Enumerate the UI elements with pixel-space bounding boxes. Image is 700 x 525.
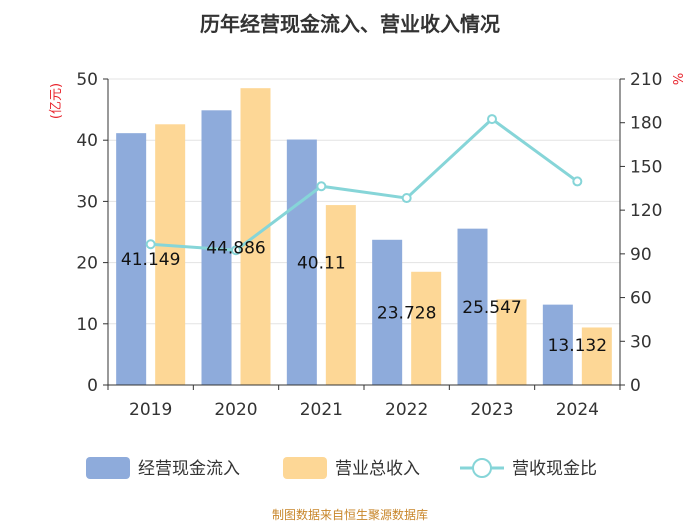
ratio-line xyxy=(150,117,579,252)
ratio-point xyxy=(401,193,412,204)
data-label: 44.886 xyxy=(206,239,265,259)
bar-revenue xyxy=(581,327,612,385)
right-tick-label: 30 xyxy=(630,332,652,352)
ratio-point xyxy=(487,114,497,125)
x-tick-label: 2024 xyxy=(556,400,599,420)
left-tick-label: 50 xyxy=(76,70,98,90)
ratio-point xyxy=(316,181,327,192)
x-tick-label: 2019 xyxy=(129,400,172,420)
bar-cash-inflow xyxy=(116,133,147,385)
chart-title: 历年经营现金流入、营业收入情况 xyxy=(200,12,500,36)
right-axis-unit: % xyxy=(672,73,687,85)
left-axis-unit: (亿元) xyxy=(49,83,64,119)
bar-revenue xyxy=(155,124,186,386)
legend-label: 营业总收入 xyxy=(335,459,420,479)
right-tick-label: 210 xyxy=(630,70,662,90)
bar-revenue xyxy=(496,299,527,385)
bar-revenue xyxy=(325,205,356,385)
right-tick-label: 90 xyxy=(630,245,652,265)
x-tick-label: 2023 xyxy=(470,400,513,420)
right-tick-label: 120 xyxy=(630,201,662,221)
right-tick-label: 0 xyxy=(630,376,641,396)
data-label: 23.728 xyxy=(377,303,436,323)
left-tick-label: 40 xyxy=(76,131,98,151)
right-tick-label: 60 xyxy=(630,289,652,309)
bar-cash-inflow xyxy=(372,239,403,385)
right-tick-label: 180 xyxy=(630,114,662,134)
left-tick-label: 10 xyxy=(76,315,98,335)
line-layer xyxy=(145,114,583,256)
bar-cash-inflow xyxy=(457,228,488,385)
x-tick-label: 2020 xyxy=(214,400,257,420)
legend-label: 营收现金比 xyxy=(512,459,597,479)
bar-revenue xyxy=(411,271,442,385)
axis-layer: 0 10 20 30 40 50 0 30 60 90 120 150 180 210 (亿元)% 2019 2… xyxy=(49,70,687,420)
data-label: 41.149 xyxy=(121,250,180,270)
x-tick-label: 2022 xyxy=(385,400,428,420)
bars-layer xyxy=(116,88,612,386)
bar-cash-inflow xyxy=(286,139,317,385)
legend-layer: 经营现金流入 营业总收入 营收现金比 xyxy=(86,457,597,479)
left-tick-label: 30 xyxy=(76,192,98,212)
legend-label: 经营现金流入 xyxy=(138,459,240,479)
source-footer: 制图数据来自恒生聚源数据库 xyxy=(271,508,428,522)
bar-cash-inflow xyxy=(542,304,573,385)
x-tick-label: 2021 xyxy=(300,400,343,420)
ratio-point xyxy=(145,239,156,250)
data-label: 40.11 xyxy=(297,253,346,273)
data-label: 25.547 xyxy=(462,298,521,318)
right-tick-label: 150 xyxy=(630,157,662,177)
ratio-point xyxy=(231,245,241,256)
legend-marker xyxy=(472,458,492,478)
data-label: 13.132 xyxy=(548,336,607,356)
ratio-point xyxy=(572,176,583,187)
left-tick-label: 20 xyxy=(76,254,98,274)
labels-layer: 41.149 44.886 40.11 23.728 25.547 13.132 xyxy=(121,239,607,356)
legend-swatch xyxy=(283,457,327,479)
left-tick-label: 0 xyxy=(87,376,98,396)
legend-swatch xyxy=(86,457,130,479)
